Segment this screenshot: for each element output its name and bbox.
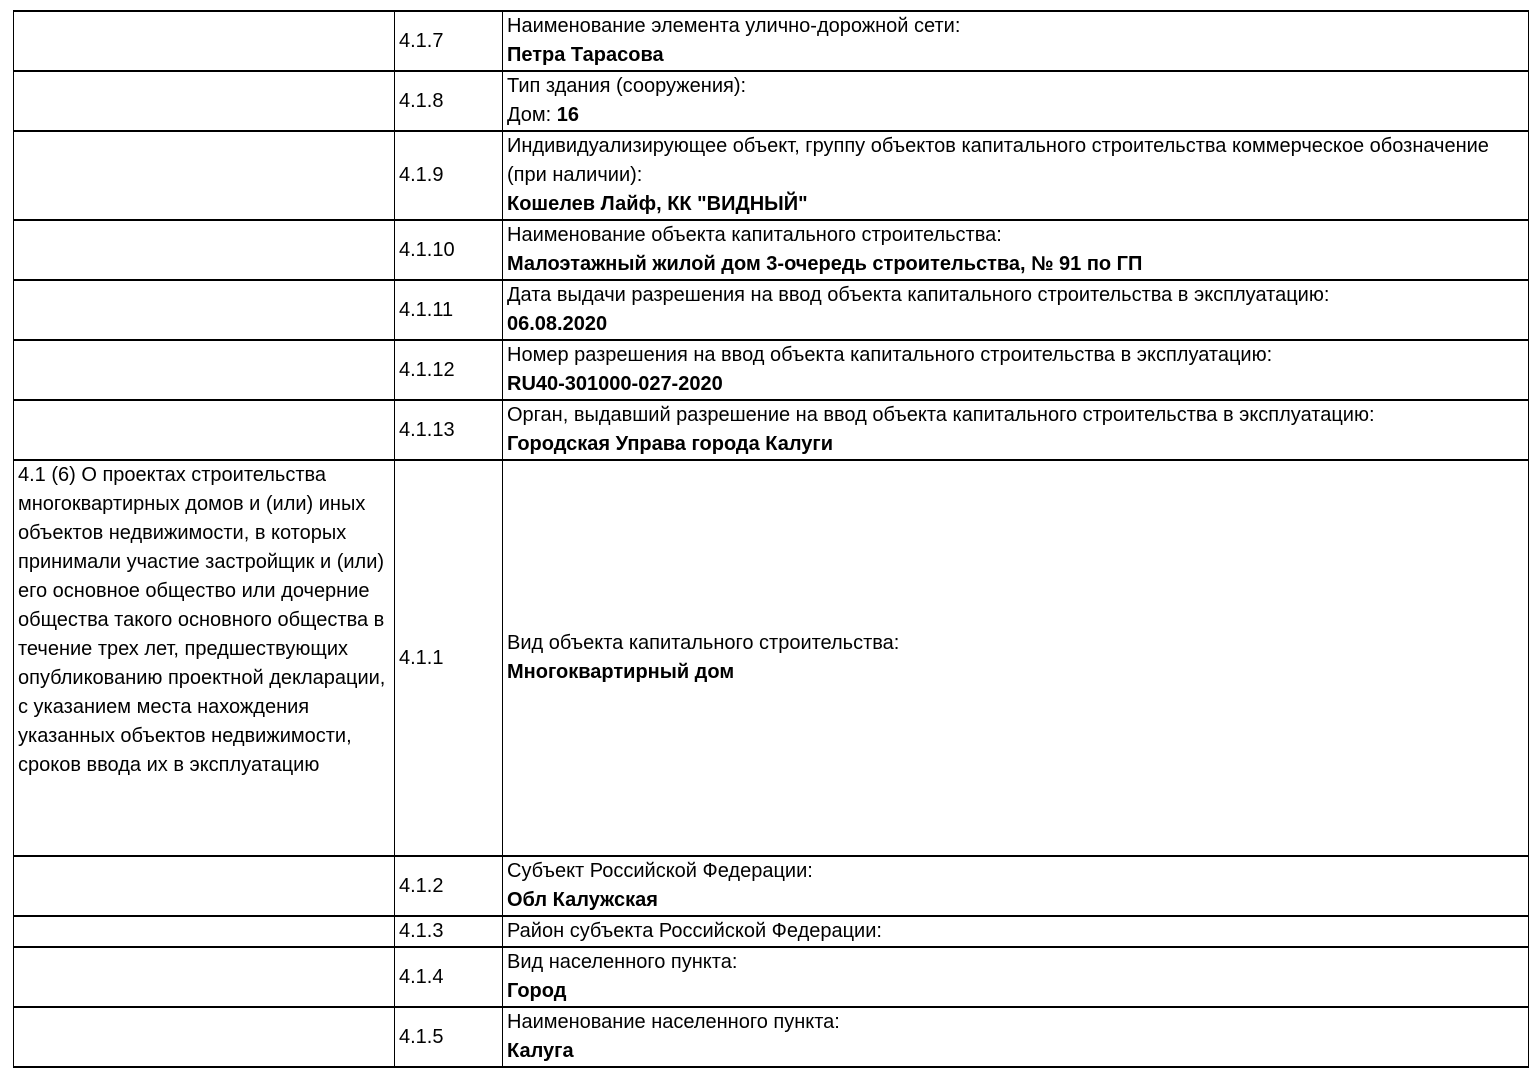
- field-label: Наименование элемента улично-дорожной се…: [507, 15, 961, 37]
- section-cell: [13, 339, 395, 401]
- row-number: 4.1.7: [394, 10, 503, 72]
- table-row: 4.1.10 Наименование объекта капитального…: [13, 219, 1529, 281]
- section-cell: [13, 855, 395, 917]
- row-number: 4.1.1: [394, 459, 503, 857]
- row-number-text: 4.1.4: [399, 965, 444, 988]
- row-number-text: 4.1.11: [399, 298, 454, 321]
- section-cell: 4.1 (6) О проектах строительства многокв…: [13, 459, 395, 857]
- row-content: Вид объекта капитального строительства: …: [502, 459, 1529, 857]
- row-content: Вид населенного пункта: Город: [502, 946, 1529, 1008]
- row-content: Индивидуализирующее объект, группу объек…: [502, 130, 1529, 221]
- field-label: Район субъекта Российской Федерации:: [507, 920, 882, 942]
- row-number-text: 4.1.10: [399, 238, 455, 261]
- section-cell: [13, 399, 395, 461]
- field-value: 06.08.2020: [507, 310, 1524, 338]
- table-row: 4.1.13 Орган, выдавший разрешение на вво…: [13, 399, 1529, 461]
- row-number: 4.1.13: [394, 399, 503, 461]
- field-value: Малоэтажный жилой дом 3-очередь строител…: [507, 250, 1524, 278]
- table-row: 4.1.7 Наименование элемента улично-дорож…: [13, 10, 1529, 72]
- field-label: Орган, выдавший разрешение на ввод объек…: [507, 404, 1375, 426]
- row-number-text: 4.1.8: [399, 89, 444, 112]
- section-cell: [13, 946, 395, 1008]
- field-value-text: Кошелев Лайф, КК "ВИДНЫЙ": [507, 193, 808, 215]
- field-label: Вид объекта капитального строительства:: [507, 632, 900, 654]
- section-cell: [13, 130, 395, 221]
- field-value-text: Город: [507, 980, 567, 1002]
- row-number-text: 4.1.12: [399, 358, 455, 381]
- field-label: Тип здания (сооружения):: [507, 75, 747, 97]
- section-cell: [13, 70, 395, 132]
- field-label: Дата выдачи разрешения на ввод объекта к…: [507, 284, 1330, 306]
- row-number-text: 4.1.3: [399, 920, 444, 942]
- declaration-table: 4.1.7 Наименование элемента улично-дорож…: [13, 10, 1529, 1068]
- field-value: Многоквартирный дом: [507, 658, 1524, 687]
- row-number-text: 4.1.2: [399, 874, 444, 897]
- field-value: Город: [507, 977, 1524, 1005]
- section-cell: [13, 1006, 395, 1068]
- table-row: 4.1.9 Индивидуализирующее объект, группу…: [13, 130, 1529, 221]
- table-row: 4.1.4 Вид населенного пункта: Город: [13, 946, 1529, 1008]
- row-content: Район субъекта Российской Федерации:: [502, 915, 1529, 948]
- row-content: Тип здания (сооружения): Дом: 16: [502, 70, 1529, 132]
- section-cell: [13, 219, 395, 281]
- row-number-text: 4.1.9: [399, 164, 444, 186]
- section-cell: [13, 279, 395, 341]
- field-label: Вид населенного пункта:: [507, 951, 738, 973]
- row-number: 4.1.9: [394, 130, 503, 221]
- field-value-text: 06.08.2020: [507, 313, 608, 335]
- field-value: Дом: 16: [507, 101, 1524, 129]
- field-value-text: 16: [556, 104, 580, 126]
- field-value-text: Малоэтажный жилой дом 3-очередь строител…: [507, 253, 1143, 275]
- table-row: 4.1.5 Наименование населенного пункта: К…: [13, 1006, 1529, 1068]
- field-value: Кошелев Лайф, КК "ВИДНЫЙ": [507, 190, 1524, 218]
- field-value-text: Калуга: [507, 1040, 574, 1062]
- row-number: 4.1.5: [394, 1006, 503, 1068]
- field-label: Номер разрешения на ввод объекта капитал…: [507, 344, 1273, 366]
- table-row: 4.1.2 Субъект Российской Федерации: Обл …: [13, 855, 1529, 917]
- row-number: 4.1.12: [394, 339, 503, 401]
- row-number-text: 4.1.13: [399, 418, 455, 441]
- row-content: Наименование объекта капитального строит…: [502, 219, 1529, 281]
- field-label: Субъект Российской Федерации:: [507, 860, 813, 882]
- row-number: 4.1.8: [394, 70, 503, 132]
- row-content: Наименование элемента улично-дорожной се…: [502, 10, 1529, 72]
- row-number: 4.1.11: [394, 279, 503, 341]
- section-cell: [13, 915, 395, 948]
- row-content: Дата выдачи разрешения на ввод объекта к…: [502, 279, 1529, 341]
- table-row: 4.1.8 Тип здания (сооружения): Дом: 16: [13, 70, 1529, 132]
- field-value-text: Городская Управа города Калуги: [507, 433, 834, 455]
- row-number: 4.1.4: [394, 946, 503, 1008]
- field-value: Петра Тарасова: [507, 41, 1524, 69]
- field-label: Наименование населенного пункта:: [507, 1011, 840, 1033]
- row-number-text: 4.1.5: [399, 1025, 444, 1048]
- row-number-text: 4.1.7: [399, 29, 444, 52]
- field-value: RU40-301000-027-2020: [507, 370, 1524, 398]
- field-label: Индивидуализирующее объект, группу объек…: [507, 135, 1489, 186]
- row-number: 4.1.3: [394, 915, 503, 948]
- row-number: 4.1.2: [394, 855, 503, 917]
- row-number: 4.1.10: [394, 219, 503, 281]
- row-content: Номер разрешения на ввод объекта капитал…: [502, 339, 1529, 401]
- field-value-prefix: Дом:: [507, 104, 557, 126]
- field-value: Городская Управа города Калуги: [507, 430, 1524, 458]
- section-description: 4.1 (6) О проектах строительства многокв…: [18, 464, 386, 776]
- row-content: Субъект Российской Федерации: Обл Калужс…: [502, 855, 1529, 917]
- row-number-text: 4.1.1: [399, 646, 444, 669]
- table-row: 4.1.12 Номер разрешения на ввод объекта …: [13, 339, 1529, 401]
- field-value-text: RU40-301000-027-2020: [507, 373, 723, 395]
- table-row: 4.1 (6) О проектах строительства многокв…: [13, 459, 1529, 857]
- section-cell: [13, 10, 395, 72]
- field-value-text: Обл Калужская: [507, 889, 658, 911]
- field-value-text: Петра Тарасова: [507, 44, 664, 66]
- field-value: Обл Калужская: [507, 886, 1524, 914]
- row-content: Орган, выдавший разрешение на ввод объек…: [502, 399, 1529, 461]
- field-label: Наименование объекта капитального строит…: [507, 224, 1002, 246]
- field-value: Калуга: [507, 1037, 1524, 1065]
- row-content: Наименование населенного пункта: Калуга: [502, 1006, 1529, 1068]
- table-row: 4.1.11 Дата выдачи разрешения на ввод об…: [13, 279, 1529, 341]
- table-row: 4.1.3 Район субъекта Российской Федераци…: [13, 915, 1529, 948]
- field-value-text: Многоквартирный дом: [507, 661, 735, 683]
